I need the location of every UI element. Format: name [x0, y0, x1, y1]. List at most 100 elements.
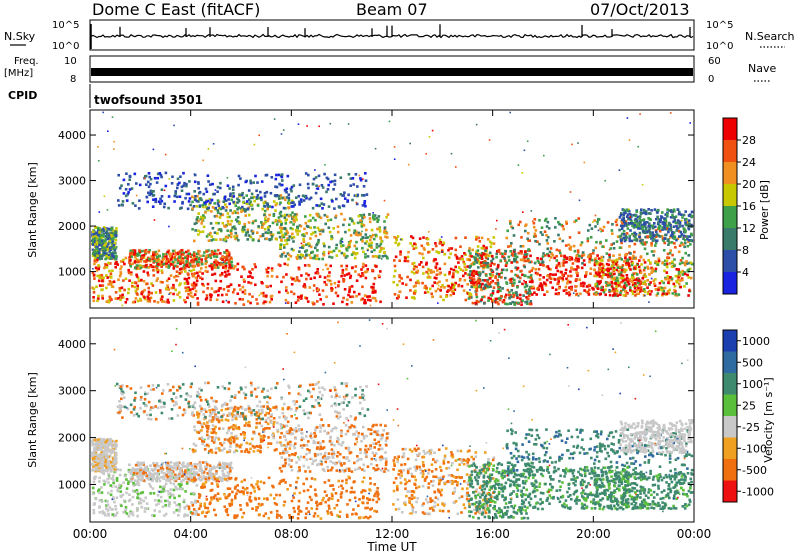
heatmap-cell — [539, 273, 542, 277]
heatmap-cell — [289, 213, 292, 217]
heatmap-cell — [589, 255, 593, 258]
heatmap-cell — [500, 276, 503, 279]
heatmap-cell — [247, 281, 250, 284]
heatmap-cell — [216, 199, 220, 202]
heatmap-cell — [678, 225, 681, 228]
heatmap-cell — [194, 283, 198, 287]
heatmap-cell — [567, 291, 571, 294]
heatmap-cell — [240, 210, 243, 213]
heatmap-cell — [379, 270, 382, 273]
heatmap-cell — [229, 209, 232, 212]
heatmap-cell — [236, 268, 239, 271]
heatmap-cell — [272, 200, 276, 203]
heatmap-cell — [621, 279, 625, 283]
heatmap-cell — [659, 218, 663, 221]
heatmap-cell — [156, 172, 160, 176]
heatmap-cell — [91, 455, 95, 459]
heatmap-cell — [341, 194, 344, 197]
heatmap-cell — [567, 243, 571, 247]
heatmap-cell — [109, 276, 113, 279]
heatmap-cell — [361, 216, 365, 220]
heatmap-cell — [525, 253, 529, 256]
heatmap-cell — [112, 233, 116, 237]
heatmap-cell — [502, 300, 506, 304]
heatmap-cell — [673, 264, 676, 267]
heatmap-cell — [266, 207, 269, 211]
heatmap-cell — [227, 253, 231, 257]
heatmap-cell — [162, 205, 166, 209]
heatmap-cell — [329, 218, 333, 222]
heatmap-cell — [661, 226, 664, 229]
heatmap-cell — [396, 235, 400, 238]
heatmap-cell — [628, 264, 631, 268]
heatmap-cell — [564, 268, 568, 272]
heatmap-cell — [232, 267, 236, 270]
heatmap-cell — [284, 219, 287, 222]
heatmap-cell — [624, 253, 628, 256]
heatmap-cell — [476, 245, 480, 248]
heatmap-cell — [199, 215, 203, 219]
heatmap-cell — [546, 242, 549, 245]
heatmap-cell — [529, 300, 533, 303]
heatmap-cell — [434, 242, 437, 245]
heatmap-cell — [577, 217, 580, 220]
heatmap-cell — [503, 259, 507, 262]
heatmap-cell — [161, 300, 164, 303]
heatmap-cell — [530, 210, 533, 212]
heatmap-cell — [91, 439, 94, 443]
heatmap-cell — [615, 292, 619, 296]
heatmap-cell — [363, 301, 367, 305]
heatmap-cell — [525, 302, 529, 305]
heatmap-cell — [193, 239, 196, 243]
heatmap-cell — [586, 237, 590, 240]
heatmap-cell — [280, 253, 284, 256]
heatmap-cell — [687, 276, 690, 279]
heatmap-cell — [205, 254, 208, 258]
heatmap-cell — [141, 249, 144, 253]
heatmap-cell — [106, 447, 110, 450]
heatmap-cell — [97, 265, 101, 269]
heatmap-cell — [231, 188, 235, 191]
heatmap-cell — [624, 278, 627, 281]
heatmap-cell — [108, 250, 111, 253]
heatmap-cell — [366, 268, 369, 271]
heatmap-cell — [176, 252, 180, 256]
heatmap-cell — [622, 229, 626, 233]
heatmap-cell — [270, 298, 273, 301]
heatmap-cell — [521, 258, 525, 262]
heatmap-cell — [489, 245, 493, 249]
heatmap-cell — [622, 276, 625, 280]
heatmap-cell — [324, 263, 328, 267]
heatmap-cell — [138, 183, 142, 187]
heatmap-cell — [596, 254, 599, 257]
heatmap-cell — [151, 284, 155, 287]
heatmap-cell — [175, 503, 178, 507]
heatmap-cell — [624, 209, 627, 212]
heatmap-cell — [647, 267, 650, 270]
heatmap-cell — [114, 459, 118, 462]
heatmap-cell — [167, 492, 170, 496]
heatmap-cell — [121, 296, 125, 299]
heatmap-cell — [347, 123, 350, 125]
heatmap-cell — [633, 250, 636, 254]
heatmap-cell — [369, 244, 373, 248]
heatmap-cell — [137, 483, 141, 487]
heatmap-cell — [178, 250, 182, 253]
heatmap-cell — [270, 176, 274, 179]
heatmap-cell — [95, 454, 99, 457]
heatmap-cell — [241, 205, 244, 209]
heatmap-cell — [112, 280, 116, 283]
heatmap-cell — [316, 272, 320, 275]
heatmap-cell — [97, 455, 101, 458]
heatmap-cell — [425, 286, 428, 290]
heatmap-cell — [510, 289, 513, 292]
heatmap-cell — [625, 215, 629, 218]
heatmap-cell — [211, 250, 214, 253]
heatmap-cell — [107, 227, 111, 231]
heatmap-cell — [323, 280, 326, 284]
heatmap-cell — [147, 172, 151, 175]
heatmap-cell — [114, 470, 118, 473]
heatmap-cell — [528, 289, 531, 293]
heatmap-cell — [277, 197, 281, 200]
heatmap-cell — [131, 262, 135, 265]
